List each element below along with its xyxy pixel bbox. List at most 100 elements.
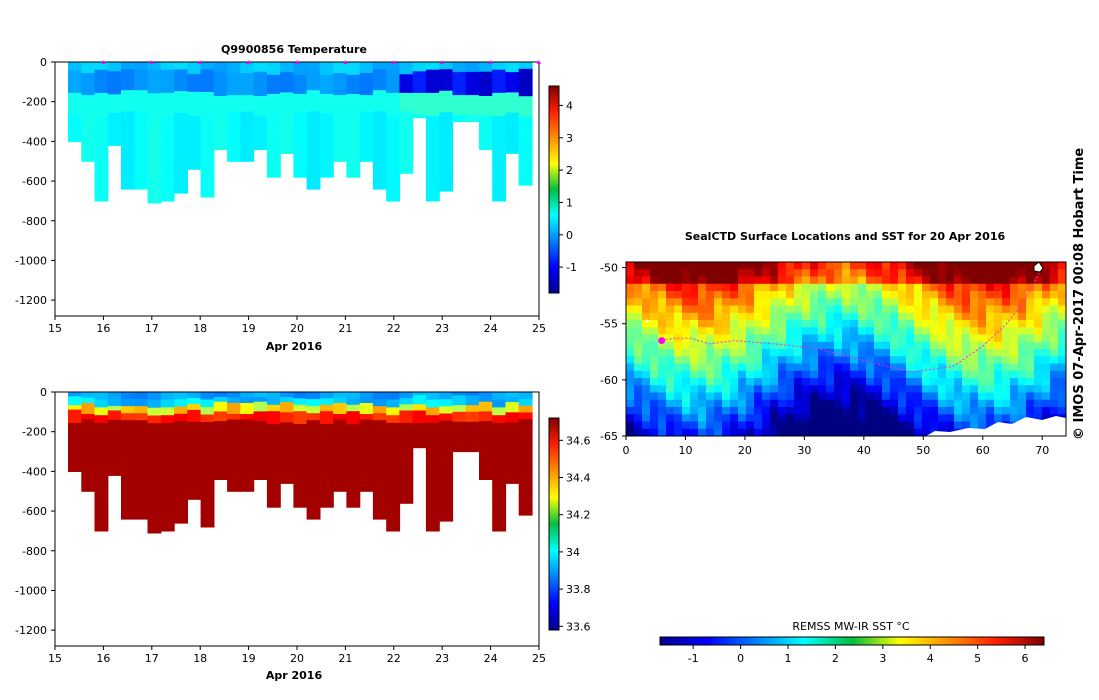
sst-cell [786, 298, 795, 307]
sst-cell [738, 407, 747, 415]
sst-cell [698, 283, 707, 292]
data-cell [94, 422, 109, 432]
sst-cell [722, 363, 731, 372]
data-cell [107, 71, 122, 77]
sst-cell [978, 363, 987, 372]
data-cell [412, 71, 427, 75]
data-cell [253, 469, 268, 476]
sst-cell [994, 312, 1003, 321]
sst-cell [642, 269, 651, 278]
data-cell [492, 392, 507, 401]
data-cell [359, 458, 374, 465]
data-cell [359, 485, 374, 492]
data-cell [253, 411, 268, 417]
data-cell [187, 73, 202, 81]
data-cell [452, 88, 467, 93]
data-cell [439, 463, 454, 472]
data-cell [372, 83, 387, 91]
data-cell [333, 403, 347, 410]
sst-cell [626, 399, 635, 408]
sst-cell [658, 414, 667, 423]
data-cell [465, 431, 480, 436]
data-cell [280, 427, 294, 434]
sst-cell [754, 378, 763, 386]
sst-cell [882, 385, 891, 394]
data-cell [439, 456, 454, 465]
data-cell [372, 448, 387, 457]
sst-colorbar-tick-label: 1 [785, 652, 792, 665]
data-cell [439, 513, 454, 522]
sst-cell [850, 334, 859, 343]
data-cell [359, 111, 374, 118]
profile-marker [343, 60, 348, 64]
data-cell [134, 83, 149, 91]
sst-cell [1026, 291, 1035, 299]
sst-cell [666, 298, 675, 307]
sst-cell [762, 392, 771, 401]
data-cell [147, 407, 162, 417]
sst-cell [1058, 378, 1066, 386]
data-cell [465, 101, 480, 106]
data-cell [187, 469, 202, 476]
data-cell [452, 68, 467, 73]
sst-cell [978, 407, 987, 415]
sst-cell [986, 399, 995, 408]
data-cell [479, 430, 493, 437]
sst-cell [1010, 327, 1019, 336]
data-cell [346, 62, 361, 69]
sst-cell [690, 363, 699, 372]
sst-cell [754, 407, 763, 415]
data-cell [333, 78, 347, 85]
sst-cell [954, 378, 963, 386]
sst-cell [706, 363, 715, 372]
sst-cell [858, 298, 867, 307]
sst-cell [914, 291, 923, 299]
data-cell [518, 123, 533, 131]
data-cell [518, 178, 533, 186]
data-cell [174, 421, 188, 429]
sst-cell [954, 334, 963, 343]
data-cell [505, 427, 520, 434]
sst-cell [1018, 414, 1027, 423]
data-cell [266, 462, 281, 470]
data-cell [306, 497, 321, 506]
sst-cell [1026, 392, 1035, 401]
data-cell [412, 395, 427, 399]
data-cell [505, 143, 520, 149]
temperature-xlabel: Apr 2016 [266, 340, 323, 353]
sst-cell [954, 269, 963, 278]
sst-cell [882, 269, 891, 278]
sst-cell [826, 276, 835, 285]
sst-cell [642, 349, 651, 357]
data-cell [412, 99, 427, 103]
data-cell [346, 475, 361, 483]
data-cell [465, 435, 480, 439]
sst-cell [922, 378, 931, 386]
data-cell [439, 97, 454, 106]
data-cell [518, 419, 533, 427]
data-cell [280, 447, 294, 454]
sst-cell [1002, 414, 1011, 423]
data-cell [213, 125, 228, 131]
data-cell [213, 455, 228, 461]
y-tick-label: -400 [22, 135, 47, 148]
sst-cell [874, 334, 883, 343]
data-cell [346, 157, 361, 165]
sst-cell [850, 378, 859, 386]
data-cell [227, 430, 241, 437]
data-cell [293, 468, 308, 476]
data-cell [253, 134, 268, 141]
data-cell [319, 417, 334, 425]
data-cell [505, 412, 520, 418]
sst-cell [754, 399, 763, 408]
data-cell [372, 483, 387, 492]
sst-cell [754, 414, 763, 423]
data-cell [492, 185, 507, 194]
data-cell [213, 450, 228, 456]
sst-cell [866, 421, 875, 430]
sst-cell [802, 305, 811, 314]
data-cell [213, 445, 228, 451]
data-cell [160, 131, 175, 140]
sst-cell [978, 385, 987, 394]
data-cell [81, 463, 96, 470]
